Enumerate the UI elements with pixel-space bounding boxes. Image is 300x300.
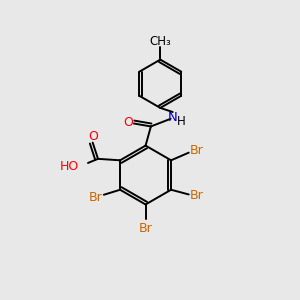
Text: CH₃: CH₃: [149, 35, 171, 48]
Text: O: O: [124, 116, 134, 128]
Text: H: H: [176, 115, 185, 128]
Text: Br: Br: [190, 188, 204, 202]
Text: N: N: [168, 111, 178, 124]
Text: Br: Br: [139, 222, 152, 236]
Text: Br: Br: [89, 191, 103, 204]
Text: Br: Br: [190, 144, 204, 158]
Text: O: O: [88, 130, 98, 143]
Text: HO: HO: [60, 160, 79, 173]
